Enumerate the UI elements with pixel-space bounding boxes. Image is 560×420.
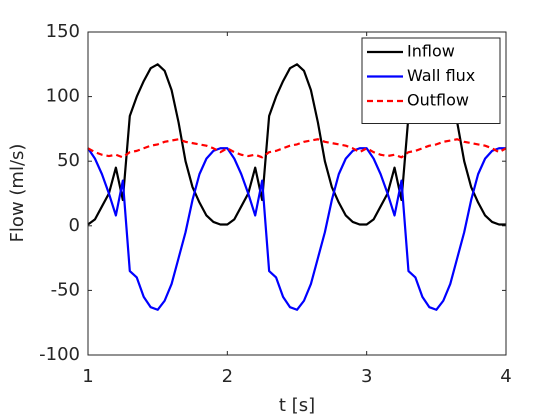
y-axis-label: Flow (ml/s) [7, 144, 28, 243]
y-tick-label: 100 [46, 86, 80, 107]
y-tick-label: -50 [51, 279, 80, 300]
x-tick-label: 3 [361, 366, 372, 387]
line-series [87, 138, 507, 159]
legend-label: Outflow [407, 91, 469, 110]
y-tick-label: -100 [39, 344, 80, 365]
axes-box [87, 31, 507, 356]
x-axis-label: t [s] [279, 395, 315, 416]
x-tick-label: 2 [222, 366, 233, 387]
x-tick-label: 1 [82, 366, 93, 387]
legend-label: Inflow [407, 42, 455, 61]
y-tick-label: 150 [46, 21, 80, 42]
legend-label: Wall flux [407, 66, 475, 85]
y-tick-label: 50 [57, 150, 80, 171]
legend: Inflow Wall flux Outflow [361, 37, 501, 124]
y-tick-label: 0 [69, 215, 80, 236]
line-series [87, 147, 506, 311]
x-tick-label: 4 [500, 366, 511, 387]
